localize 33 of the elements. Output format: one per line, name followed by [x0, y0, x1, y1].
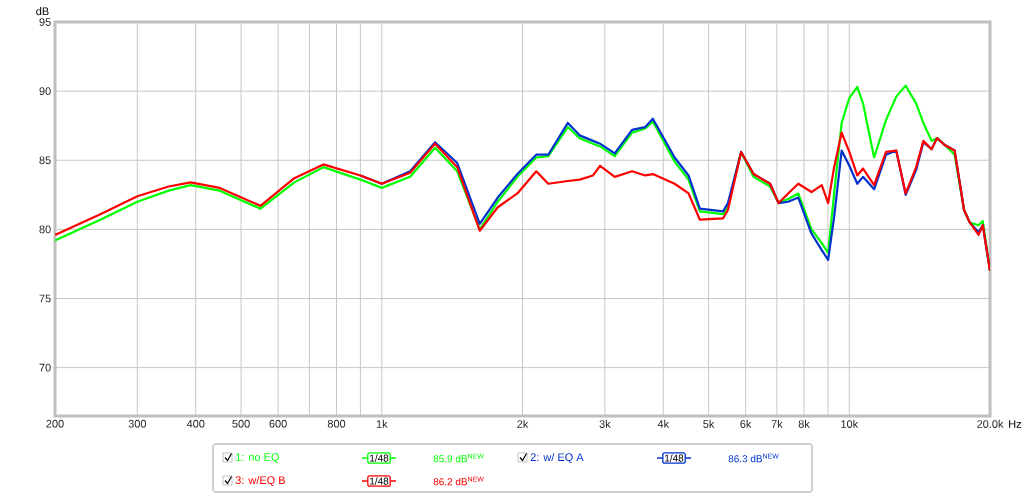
y-tick-label: 95: [39, 18, 51, 26]
x-tick-label: 300: [128, 419, 147, 428]
text: 3: w/EQ B: [235, 476, 285, 486]
text: 86.3 dB$^{NEW}$: [728, 453, 779, 463]
x-tick-label: 400: [186, 419, 205, 428]
x-tick-label: 5k: [703, 419, 715, 428]
y-tick-label: 70: [39, 363, 51, 372]
text: 1/48: [370, 477, 389, 485]
x-tick-label: 600: [269, 419, 287, 428]
y-axis-title: dB: [36, 7, 49, 16]
text: 86.2 dB$^{NEW}$: [433, 476, 484, 486]
x-tick-label: 6k: [740, 419, 752, 428]
text: 1/48: [665, 454, 684, 462]
y-tick-label: 90: [39, 87, 51, 95]
x-tick-label: 800: [327, 419, 346, 428]
y-tick-label: 80: [39, 225, 51, 234]
x-tick-label: 4k: [657, 419, 670, 428]
y-tick-label: 75: [39, 294, 51, 303]
y-tick-label: 85: [39, 156, 51, 165]
x-tick-label: 3k: [599, 419, 611, 428]
x-tick-label: 1k: [376, 419, 388, 428]
x-tick-label: 8k: [798, 419, 810, 428]
text: 1: no EQ: [236, 453, 279, 463]
x-axis-title: Hz: [1009, 420, 1022, 428]
text: 1/48: [370, 454, 389, 462]
x-tick-label: 10k: [841, 419, 859, 428]
text: 85.9 dB$^{NEW}$: [433, 453, 484, 463]
x-tick-label: 7k: [771, 419, 783, 428]
x-tick-label: 20.0k: [977, 419, 1004, 428]
x-tick-label: 2k: [517, 419, 529, 428]
x-tick-label: 500: [232, 419, 250, 428]
x-tick-label: 200: [46, 419, 64, 428]
text: 2: w/ EQ A: [530, 453, 584, 463]
